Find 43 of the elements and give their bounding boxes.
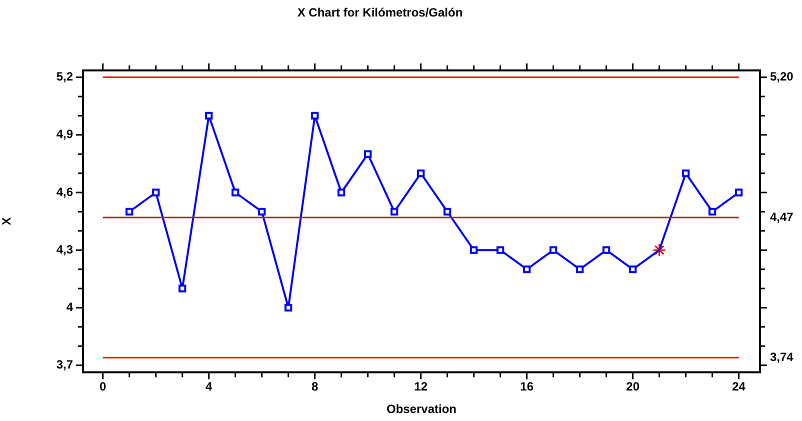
ref-line-label: 3,74	[770, 350, 794, 364]
point	[390, 208, 398, 216]
point	[496, 246, 504, 254]
point	[205, 112, 213, 120]
point	[232, 188, 240, 196]
point	[152, 188, 160, 196]
point	[652, 243, 666, 257]
y-tick-label: 4,9	[56, 127, 74, 142]
point	[602, 246, 610, 254]
point	[682, 169, 690, 178]
point	[258, 208, 266, 216]
point	[284, 304, 292, 312]
point	[338, 188, 346, 196]
x-tick-label: 4	[206, 380, 213, 394]
y-tick-label: 5,2	[56, 70, 74, 84]
point	[178, 284, 186, 292]
point	[444, 208, 452, 216]
x-tick-label: 20	[626, 380, 640, 394]
point	[734, 188, 743, 196]
point	[126, 208, 134, 216]
x-tick-label: 24	[732, 380, 746, 394]
x-tick-label: 16	[520, 380, 534, 394]
x-tick-label: 8	[312, 380, 319, 394]
y-tick-label: 3,7	[56, 358, 74, 372]
y-axis-title: X	[0, 217, 14, 226]
y-tick-label: 4,3	[56, 242, 74, 256]
point	[470, 246, 478, 254]
x-axis-title: Observation	[386, 402, 457, 416]
point	[417, 169, 425, 178]
point	[311, 112, 319, 120]
ref-line-label: 5,20	[770, 70, 794, 84]
x-tick-label: 0	[100, 380, 107, 394]
chart-title: X Chart for Kilómetros/Galón	[297, 6, 463, 20]
point	[576, 265, 584, 274]
point	[628, 265, 637, 274]
point	[522, 265, 531, 274]
y-tick-label: 4	[66, 300, 74, 314]
point	[364, 150, 372, 158]
point	[708, 208, 716, 216]
y-tick-label: 4,6	[56, 184, 74, 199]
ref-line-label: 4,47	[770, 210, 794, 224]
point	[549, 246, 558, 254]
x-tick-label: 12	[414, 380, 428, 394]
